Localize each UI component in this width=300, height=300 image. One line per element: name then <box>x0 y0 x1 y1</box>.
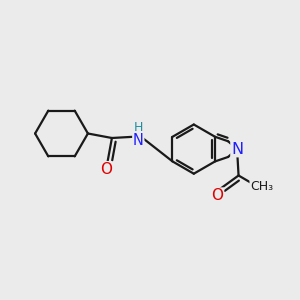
Text: O: O <box>100 162 112 177</box>
Text: CH₃: CH₃ <box>250 180 273 194</box>
Text: O: O <box>212 188 224 203</box>
Text: H: H <box>134 121 143 134</box>
Text: N: N <box>133 133 144 148</box>
Text: N: N <box>231 142 243 157</box>
